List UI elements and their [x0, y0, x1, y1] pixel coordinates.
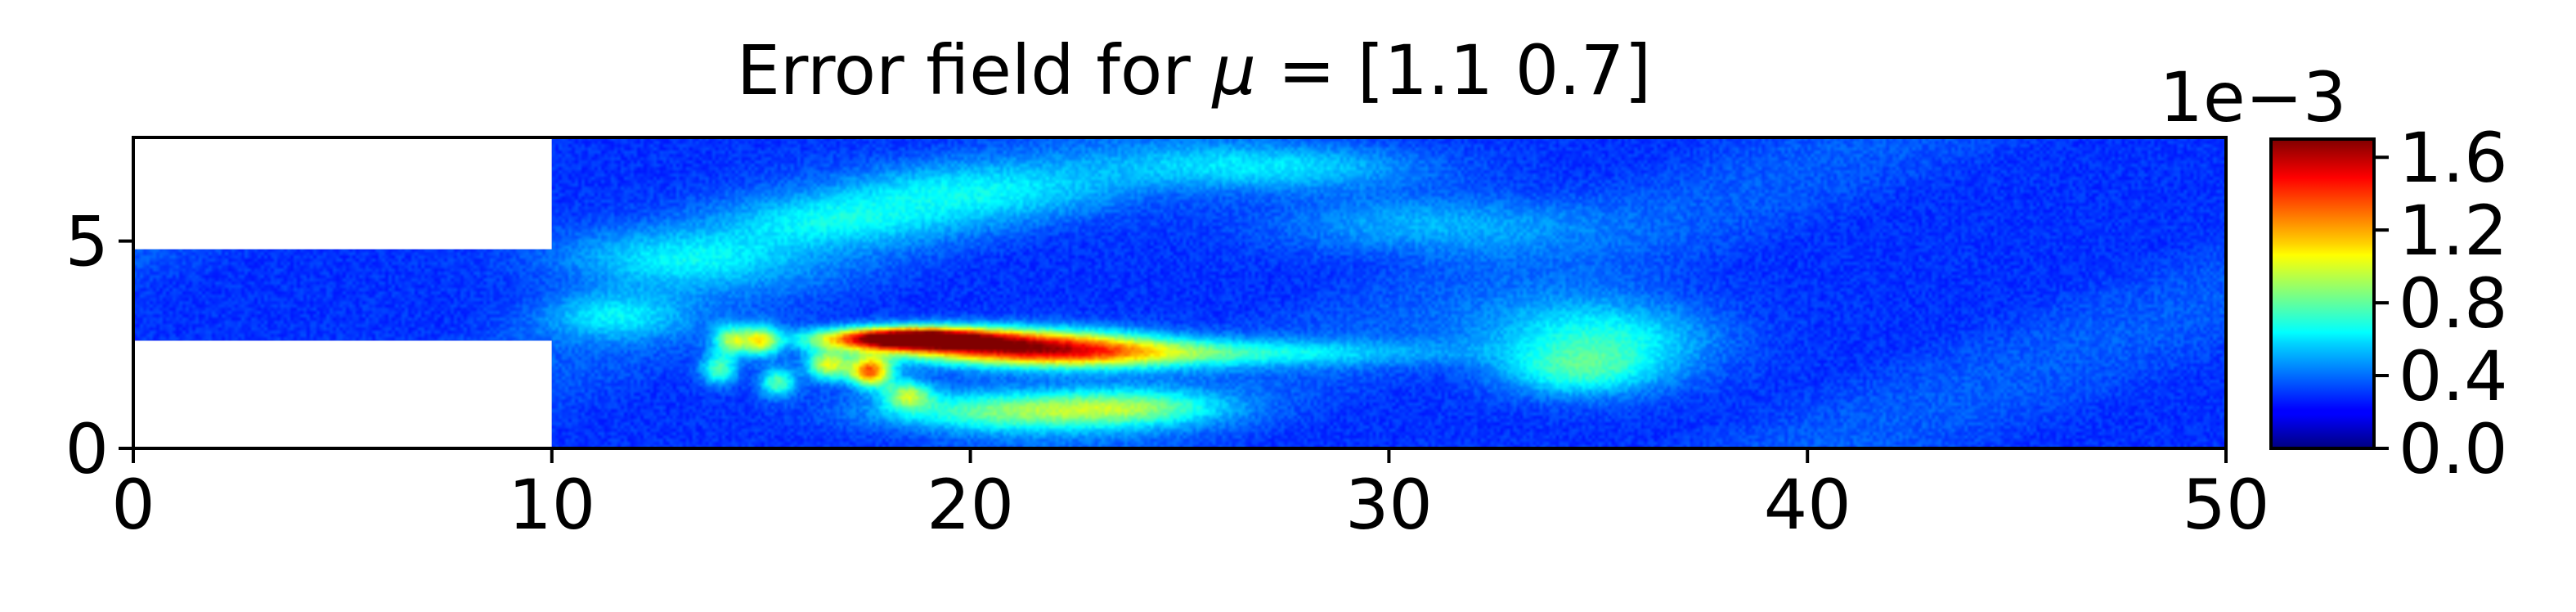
colorbar-gradient: [2269, 137, 2376, 450]
y-axis-ticks: 05: [65, 202, 133, 489]
colorbar-tick-label: 1.2: [2399, 191, 2508, 271]
colorbar-scale-label: 1e−3: [2160, 57, 2347, 137]
title-symbol: μ: [1210, 30, 1255, 110]
colorbar: 0.00.40.81.21.6 1e−3: [2160, 57, 2508, 489]
colorbar-tick-label: 1.6: [2399, 118, 2508, 198]
x-tick-label: 50: [2183, 465, 2270, 545]
x-tick-label: 0: [111, 465, 155, 545]
title-prefix: Error field for: [737, 30, 1213, 110]
chart-title: Error field for μ = [1.1 0.7]: [737, 30, 1651, 110]
axes-frame: [132, 136, 2228, 450]
colorbar-tick-label: 0.4: [2399, 336, 2508, 416]
y-tick-label: 5: [65, 202, 109, 282]
x-tick-label: 40: [1764, 465, 1851, 545]
colorbar-ticks: 0.00.40.81.21.6: [2374, 118, 2508, 489]
colorbar-tick-label: 0.8: [2399, 263, 2508, 344]
x-axis-ticks: 0 10 20 30 40 50: [111, 448, 2269, 545]
title-suffix: = [1.1 0.7]: [1256, 30, 1651, 110]
x-tick-label: 10: [508, 465, 595, 545]
y-tick-label: 0: [65, 409, 109, 489]
x-tick-label: 30: [1345, 465, 1433, 545]
x-tick-label: 20: [927, 465, 1014, 545]
error-heatmap: [133, 137, 2226, 448]
colorbar-tick-label: 0.0: [2399, 409, 2508, 489]
plot-area: 0 10 20 30 40 50 05: [65, 136, 2269, 545]
